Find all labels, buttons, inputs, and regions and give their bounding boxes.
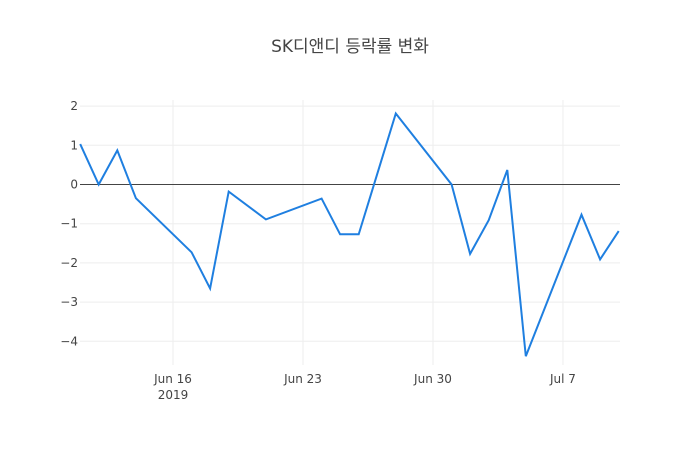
grid-lines [80,100,620,365]
y-tick-label: 2 [70,99,78,113]
rate-change-line [79,111,620,357]
chart-title: SK디앤디 등락률 변화 [271,37,429,57]
x-axis-ticks: Jun 16 2019 Jun 23 Jun 30 Jul 7 [153,372,576,402]
x-tick-year: 2019 [158,388,189,402]
y-tick-label: −3 [60,295,78,309]
y-tick-label: −4 [60,334,78,348]
y-tick-label: −1 [60,217,78,231]
y-tick-label: 0 [70,178,78,192]
x-tick-label: Jul 7 [549,372,576,386]
y-axis-ticks: 2 1 0 −1 −2 −3 −4 [60,99,78,348]
x-tick-label: Jun 23 [283,372,322,386]
y-tick-label: −2 [60,256,78,270]
x-tick-label: Jun 30 [413,372,452,386]
y-tick-label: 1 [70,138,78,152]
x-tick-label: Jun 16 [153,372,192,386]
